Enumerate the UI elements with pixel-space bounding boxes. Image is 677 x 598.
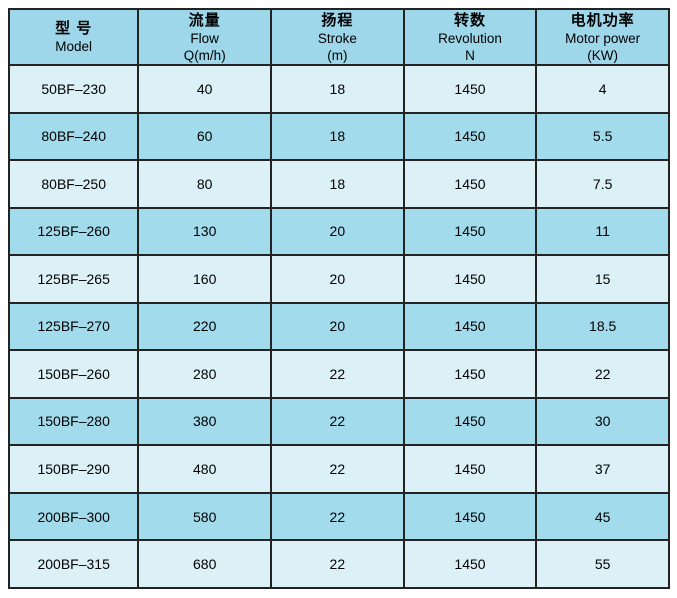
header-label-zh: 型 号 [55,20,93,37]
header-row: 型 号 Model 流量 Flow Q(m/h) 扬程 Stroke (m) 转数 Revolut… [7,8,670,66]
table-row: 50BF–230 40 18 1450 4 [7,64,670,114]
cell-flow: 680 [137,539,273,589]
column-header-model: 型 号 Model [7,8,140,66]
table-row: 80BF–240 60 18 1450 5.5 [7,111,670,162]
column-header-flow: 流量 Flow Q(m/h) [137,8,273,66]
cell-flow: 580 [137,491,273,542]
cell-motor-power: 18.5 [535,301,670,352]
column-header-motor-power: 电机功率 Motor power (KW) [535,8,670,66]
table-row: 200BF–300 580 22 1450 45 [7,491,670,542]
cell-stroke: 22 [270,539,405,589]
cell-revolution: 1450 [402,254,538,304]
header-label-zh: 流量 [188,11,221,29]
cell-flow: 160 [137,254,273,304]
table-row: 125BF–265 160 20 1450 15 [7,254,670,304]
header-label-en: Flow [190,30,219,46]
cell-revolution: 1450 [402,444,538,494]
cell-motor-power: 7.5 [535,159,670,209]
pump-spec-table: 型 号 Model 流量 Flow Q(m/h) 扬程 Stroke (m) 转数 Revolut… [7,8,670,589]
cell-motor-power: 5.5 [535,111,670,162]
cell-revolution: 1450 [402,349,538,399]
cell-flow: 280 [137,349,273,399]
cell-motor-power: 37 [535,444,670,494]
header-label-unit: Q(m/h) [183,47,226,63]
cell-stroke: 20 [270,206,405,257]
cell-model: 50BF–230 [7,64,140,114]
table-row: 200BF–315 680 22 1450 55 [7,539,670,589]
cell-flow: 40 [137,64,273,114]
cell-revolution: 1450 [402,206,538,257]
cell-stroke: 20 [270,254,405,304]
cell-stroke: 22 [270,349,405,399]
header-label-zh: 转数 [453,11,486,29]
header-label-en: Stroke [317,30,357,46]
cell-motor-power: 4 [535,64,670,114]
table-row: 125BF–270 220 20 1450 18.5 [7,301,670,352]
table-body: 50BF–230 40 18 1450 4 80BF–240 60 18 1450 5.5 80BF… [7,64,670,589]
cell-model: 125BF–270 [7,301,140,352]
cell-stroke: 18 [270,64,405,114]
cell-flow: 130 [137,206,273,257]
cell-model: 150BF–280 [7,396,140,447]
cell-flow: 380 [137,396,273,447]
header-label-unit: (KW) [587,47,619,63]
cell-flow: 60 [137,111,273,162]
cell-stroke: 18 [270,159,405,209]
table-row: 80BF–250 80 18 1450 7.5 [7,159,670,209]
table-header: 型 号 Model 流量 Flow Q(m/h) 扬程 Stroke (m) 转数 Revolut… [7,8,670,66]
cell-motor-power: 55 [535,539,670,589]
cell-model: 80BF–240 [7,111,140,162]
cell-motor-power: 45 [535,491,670,542]
cell-flow: 80 [137,159,273,209]
cell-motor-power: 30 [535,396,670,447]
cell-flow: 480 [137,444,273,494]
cell-motor-power: 15 [535,254,670,304]
cell-stroke: 22 [270,396,405,447]
cell-model: 125BF–265 [7,254,140,304]
cell-model: 150BF–290 [7,444,140,494]
table-row: 150BF–280 380 22 1450 30 [7,396,670,447]
table-row: 125BF–260 130 20 1450 11 [7,206,670,257]
header-label-unit: (m) [327,47,348,63]
table-row: 150BF–260 280 22 1450 22 [7,349,670,399]
cell-stroke: 20 [270,301,405,352]
cell-revolution: 1450 [402,159,538,209]
cell-revolution: 1450 [402,111,538,162]
cell-motor-power: 22 [535,349,670,399]
cell-stroke: 22 [270,491,405,542]
header-label-zh: 电机功率 [570,11,635,29]
cell-stroke: 18 [270,111,405,162]
column-header-stroke: 扬程 Stroke (m) [270,8,405,66]
cell-revolution: 1450 [402,301,538,352]
cell-revolution: 1450 [402,64,538,114]
cell-model: 125BF–260 [7,206,140,257]
header-label-en: Motor power [565,30,641,46]
header-label-unit: N [465,47,475,63]
cell-flow: 220 [137,301,273,352]
cell-stroke: 22 [270,444,405,494]
cell-model: 150BF–260 [7,349,140,399]
cell-model: 200BF–315 [7,539,140,589]
cell-revolution: 1450 [402,491,538,542]
table-row: 150BF–290 480 22 1450 37 [7,444,670,494]
header-label-en: Revolution [438,30,502,46]
cell-revolution: 1450 [402,396,538,447]
cell-model: 200BF–300 [7,491,140,542]
header-label-zh: 扬程 [321,11,354,29]
cell-model: 80BF–250 [7,159,140,209]
cell-revolution: 1450 [402,539,538,589]
cell-motor-power: 11 [535,206,670,257]
column-header-revolution: 转数 Revolution N [402,8,538,66]
header-label-en: Model [55,39,93,54]
